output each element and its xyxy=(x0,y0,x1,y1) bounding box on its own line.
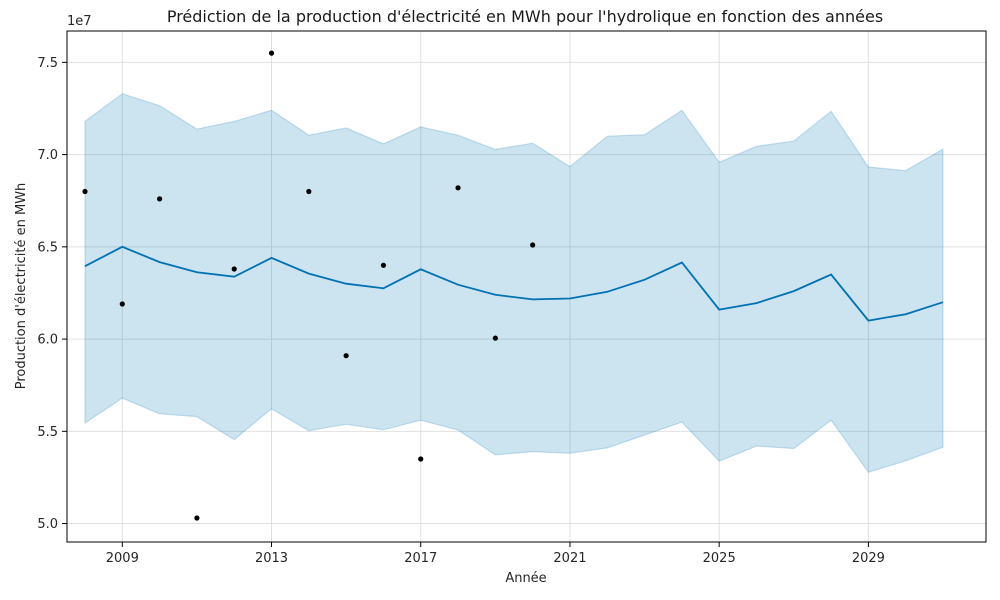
grid xyxy=(67,31,986,542)
x-axis-ticks: 2009 2013 2017 2021 2025 2029 xyxy=(106,542,885,566)
x-axis-title: Année xyxy=(505,571,546,586)
y-tick-label: 7.0 xyxy=(37,148,58,163)
observed-point xyxy=(268,50,275,56)
x-tick-label: 2009 xyxy=(106,551,139,566)
forecast-line-group xyxy=(84,245,944,322)
observed-point xyxy=(306,188,312,195)
observed-points xyxy=(82,50,536,521)
observed-point xyxy=(194,515,200,521)
observed-point xyxy=(492,335,498,341)
y-tick-label: 6.0 xyxy=(37,333,58,348)
observed-point xyxy=(343,353,349,359)
observed-point xyxy=(380,262,387,268)
chart-title: Prédiction de la production d'électricit… xyxy=(167,7,883,26)
forecast-line xyxy=(84,245,944,322)
observed-point xyxy=(82,188,88,195)
observed-point xyxy=(530,242,536,248)
x-tick-label: 2017 xyxy=(404,551,437,566)
plot-frame xyxy=(66,30,987,543)
uncertainty-band xyxy=(84,93,944,474)
y-axis-scale-label: 1e7 xyxy=(67,14,92,29)
x-tick-label: 2029 xyxy=(852,551,885,566)
observed-point xyxy=(119,301,125,307)
y-tick-label: 5.0 xyxy=(37,517,58,532)
observed-point xyxy=(231,266,237,272)
observed-point xyxy=(455,185,461,191)
y-tick-label: 7.5 xyxy=(37,56,58,71)
x-tick-label: 2021 xyxy=(553,551,586,566)
x-tick-label: 2025 xyxy=(703,551,736,566)
y-tick-label: 5.5 xyxy=(37,425,58,440)
observed-point xyxy=(157,196,163,202)
y-axis-ticks: 5.0 5.5 6.0 6.5 7.0 7.5 xyxy=(37,56,67,532)
y-tick-label: 6.5 xyxy=(37,240,58,255)
observed-point xyxy=(418,456,424,462)
uncertainty-interval xyxy=(84,93,944,474)
x-tick-label: 2013 xyxy=(255,551,288,566)
y-axis-title: Production d'électricité en MWh xyxy=(14,183,29,390)
